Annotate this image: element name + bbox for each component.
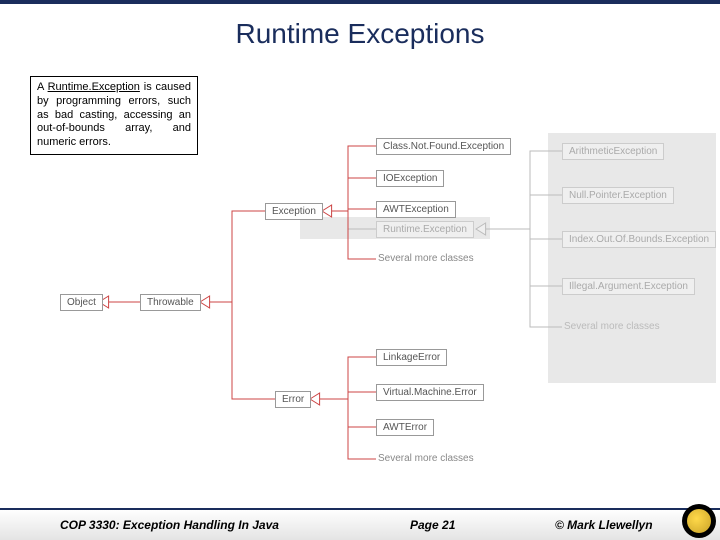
footer: COP 3330: Exception Handling In Java Pag… — [0, 508, 720, 540]
footer-course: COP 3330: Exception Handling In Java — [60, 518, 279, 532]
node-vmerror: Virtual.Machine.Error — [376, 384, 484, 401]
node-runtimeexception: Runtime.Exception — [376, 221, 474, 238]
node-ioexception: IOException — [376, 170, 444, 187]
top-border — [0, 0, 720, 4]
more-label-1: Several more classes — [378, 453, 474, 464]
ucf-logo-icon — [682, 504, 716, 538]
node-object: Object — [60, 294, 103, 311]
more-label-0: Several more classes — [378, 253, 474, 264]
page-title: Runtime Exceptions — [0, 18, 720, 50]
node-indexoob: Index.Out.Of.Bounds.Exception — [562, 231, 716, 248]
node-classnotfound: Class.Not.Found.Exception — [376, 138, 511, 155]
footer-page: Page 21 — [410, 518, 455, 532]
note-prefix: A — [37, 81, 48, 93]
node-error: Error — [275, 391, 311, 408]
note-box: A Runtime.Exception is caused by program… — [30, 76, 198, 155]
footer-author: © Mark Llewellyn — [555, 518, 653, 532]
node-nullpointer: Null.Pointer.Exception — [562, 187, 674, 204]
node-linkageerror: LinkageError — [376, 349, 447, 366]
node-awterror: AWTError — [376, 419, 434, 436]
more-label-2: Several more classes — [564, 321, 660, 332]
node-exception: Exception — [265, 203, 323, 220]
node-throwable: Throwable — [140, 294, 201, 311]
node-arithmetic: ArithmeticException — [562, 143, 664, 160]
note-underlined: Runtime.Exception — [48, 81, 140, 93]
node-awtexception: AWTException — [376, 201, 456, 218]
node-illegalarg: Illegal.Argument.Exception — [562, 278, 695, 295]
